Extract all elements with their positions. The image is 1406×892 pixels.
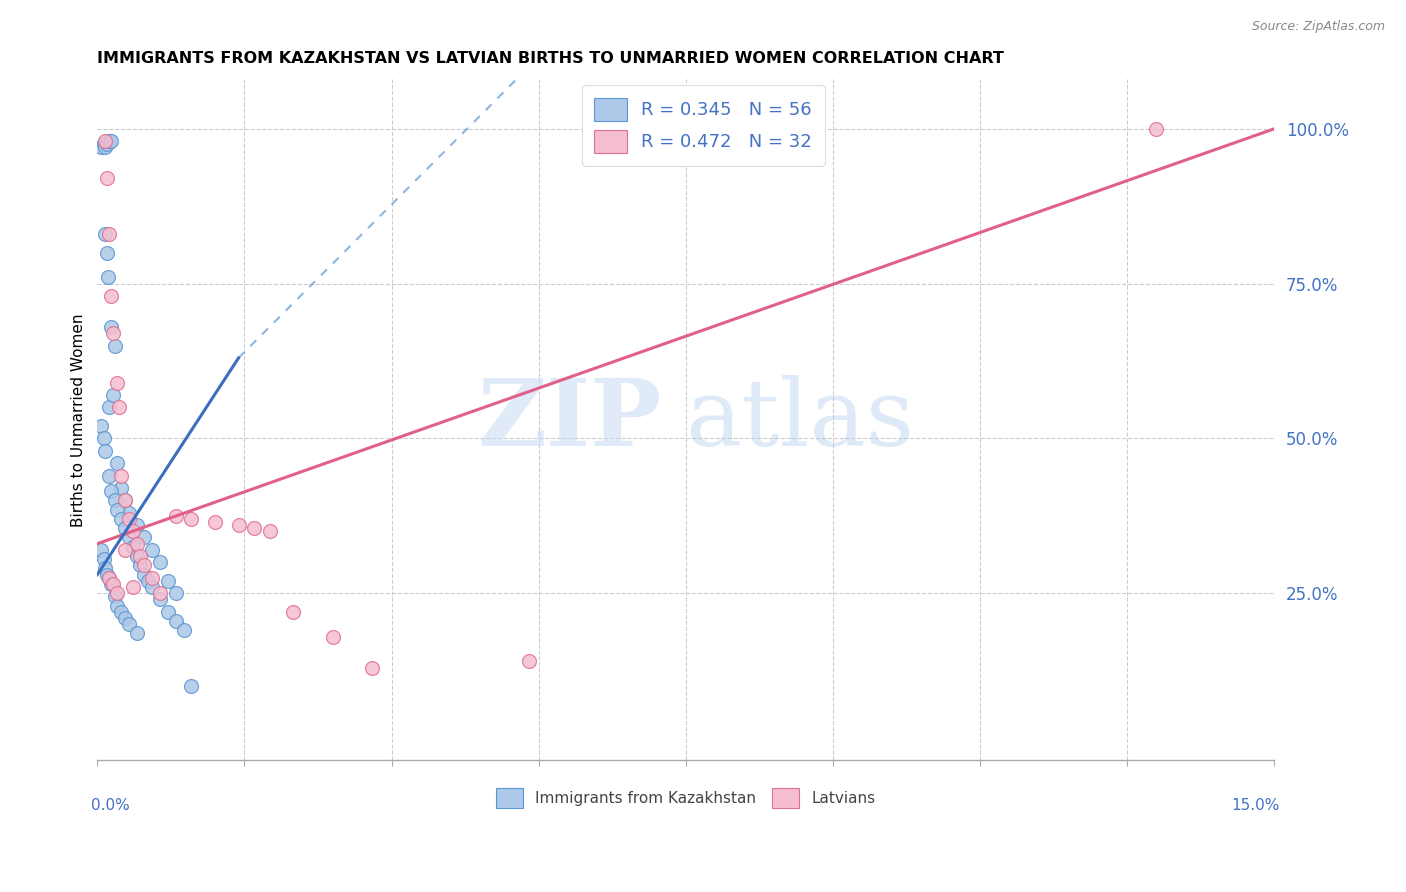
Text: ZIP: ZIP [478,375,662,465]
Point [165,614,187,628]
Point [118,617,141,632]
Point [105,376,128,390]
Text: IMMIGRANTS FROM KAZAKHSTAN VS LATVIAN BIRTHS TO UNMARRIED WOMEN CORRELATION CHAR: IMMIGRANTS FROM KAZAKHSTAN VS LATVIAN BI… [97,51,1004,66]
Point [100,577,122,591]
Y-axis label: Births to Unmarried Women: Births to Unmarried Women [72,313,86,526]
Point [118,531,141,545]
Point [204,515,226,529]
Point [118,506,141,520]
Point [96,171,118,186]
Point [104,338,127,352]
Point [361,660,384,674]
Text: Source: ZipAtlas.com: Source: ZipAtlas.com [1251,20,1385,33]
Point [129,558,152,573]
Point [94,443,117,458]
Point [138,574,160,588]
Point [517,654,540,668]
Point [108,401,131,415]
Point [110,605,132,619]
Point [110,481,132,495]
Point [141,580,163,594]
Point [94,561,117,575]
Point [90,140,112,154]
Point [114,521,136,535]
Point [96,137,118,152]
Point [104,590,127,604]
Point [125,549,148,563]
Point [101,326,124,341]
Point [94,134,117,148]
Point [121,540,143,554]
Point [1144,121,1167,136]
Point [283,605,305,619]
Point [93,137,115,152]
Point [173,624,195,638]
Point [114,493,136,508]
Point [156,574,179,588]
Point [101,577,124,591]
Text: 15.0%: 15.0% [1232,797,1279,813]
Point [94,140,117,154]
Point [98,571,121,585]
Point [259,524,281,539]
Point [125,518,148,533]
Point [149,586,172,600]
Point [93,432,115,446]
Point [180,679,202,693]
Point [165,586,187,600]
Point [114,542,136,557]
Point [121,524,143,539]
Point [125,537,148,551]
Point [156,605,179,619]
Point [105,586,128,600]
Point [104,493,127,508]
Text: 0.0%: 0.0% [91,797,131,813]
Point [149,592,172,607]
Point [165,508,187,523]
Text: atlas: atlas [686,375,915,465]
Point [98,571,121,585]
Point [110,468,132,483]
Point [134,567,156,582]
Point [98,227,121,241]
Point [98,468,121,483]
Point [96,245,118,260]
Point [149,555,172,569]
Point [90,419,112,434]
Point [101,388,124,402]
Point [125,626,148,640]
Point [96,567,118,582]
Point [100,289,122,303]
Point [100,320,122,334]
Point [93,552,115,566]
Point [94,227,117,241]
Point [98,134,121,148]
Point [118,512,141,526]
Point [228,518,250,533]
Point [141,542,163,557]
Point [110,512,132,526]
Point [98,401,121,415]
Point [141,571,163,585]
Point [100,484,122,499]
Point [129,549,152,563]
Point [90,542,112,557]
Point [105,599,128,613]
Point [114,493,136,508]
Point [100,134,122,148]
Point [322,630,344,644]
Point [134,531,156,545]
Point [97,270,120,285]
Point [243,521,266,535]
Legend: Immigrants from Kazakhstan, Latvians: Immigrants from Kazakhstan, Latvians [489,782,882,814]
Point [180,512,202,526]
Point [134,558,156,573]
Point [105,456,128,470]
Point [121,580,143,594]
Point [114,611,136,625]
Point [105,502,128,516]
